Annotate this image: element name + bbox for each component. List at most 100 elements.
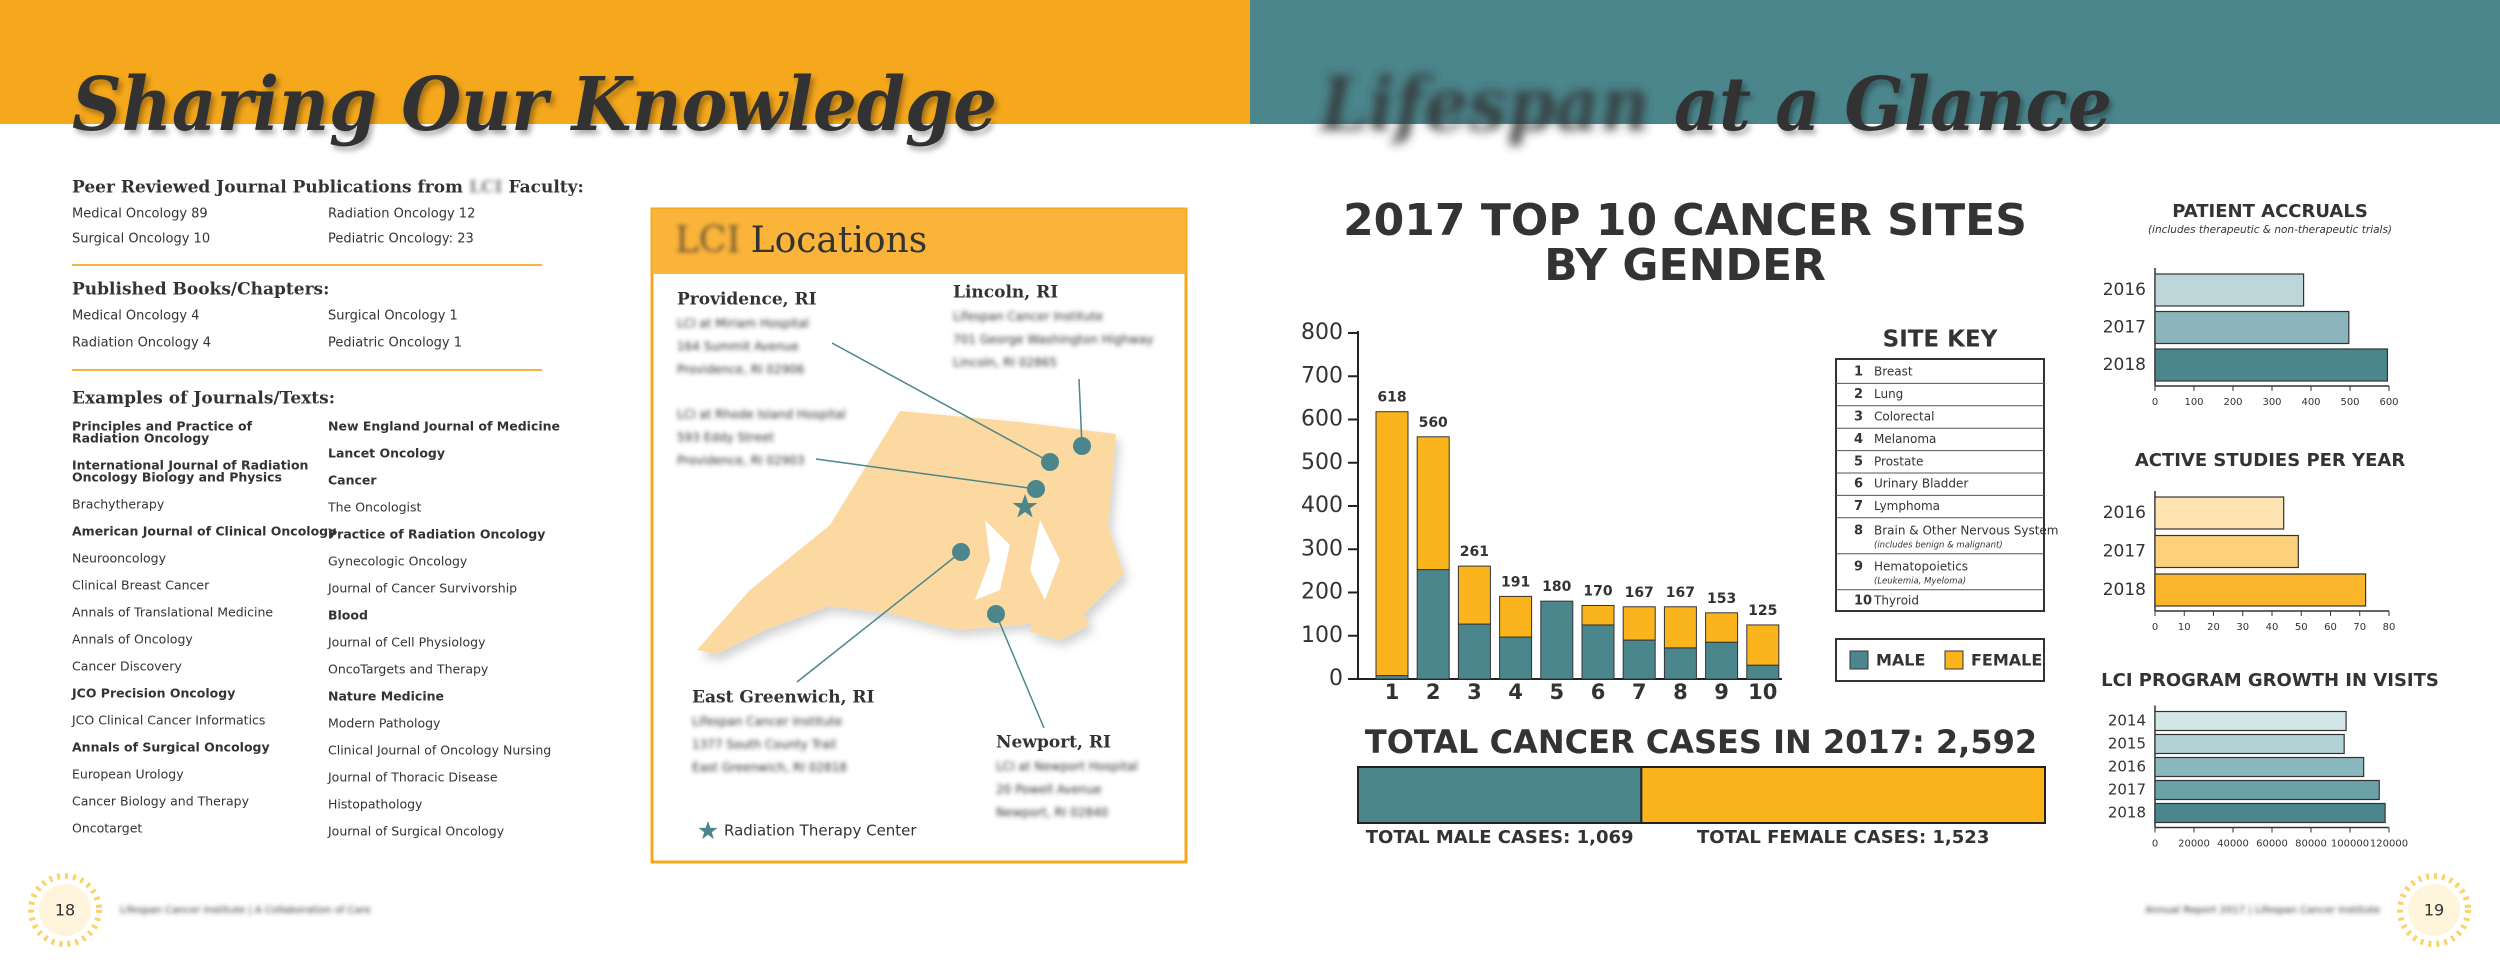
site-address: LCI at Miriam Hospital <box>677 317 809 331</box>
site-address: LCI at Newport Hospital <box>996 760 1138 774</box>
x-tick-label: 1 <box>1385 680 1400 704</box>
bar-total-label: 153 <box>1707 591 1736 607</box>
site-address: 593 Eddy Street <box>677 431 774 445</box>
x-tick-label: 200 <box>2223 397 2242 408</box>
bar <box>2154 733 2345 755</box>
y-tick-label: 0 <box>1329 666 1343 691</box>
legend-swatch <box>1944 650 1964 670</box>
count-item: Radiation Oncology 4 <box>72 336 211 351</box>
x-tick-label: 30 <box>2236 622 2249 633</box>
site-address: Lincoln, RI 02865 <box>953 356 1057 370</box>
site-address: East Greenwich, RI 02818 <box>692 761 847 775</box>
location-dot <box>1041 453 1059 471</box>
chart-title: ACTIVE STUDIES PER YEAR <box>2135 450 2406 471</box>
key-number: 8 <box>1854 523 1863 538</box>
x-tick-label: 120000 <box>2370 839 2408 850</box>
page-title: at a Glance <box>1674 62 2112 148</box>
site-name: Lincoln, RI <box>953 283 1058 303</box>
x-tick-label: 50 <box>2295 622 2308 633</box>
x-tick-label: 0 <box>2152 397 2158 408</box>
location-dot <box>1073 437 1091 455</box>
bar-label: TOTAL MALE CASES: 1,069 <box>1366 827 1634 848</box>
journal-title: Clinical Breast Cancer <box>72 578 210 593</box>
bar-total-label: 191 <box>1501 574 1530 590</box>
locations-title-blurred: LCI <box>675 220 741 261</box>
site-address: Providence, RI 02906 <box>677 363 805 377</box>
journal-title: Histopathology <box>328 797 423 812</box>
y-tick-label: 100 <box>1301 623 1343 648</box>
x-tick-label: 20 <box>2207 622 2220 633</box>
location-dot <box>1027 480 1045 498</box>
bar <box>2154 710 2347 732</box>
journal-title: European Urology <box>72 767 184 782</box>
journal-title: Practice of Radiation Oncology <box>328 527 545 542</box>
x-tick-label: 0 <box>2152 622 2158 633</box>
site-name: Newport, RI <box>996 733 1111 753</box>
journal-title: Journal of Cancer Survivorship <box>327 581 517 596</box>
chart-subtitle: (includes therapeutic & non-therapeutic … <box>2148 224 2392 236</box>
key-number: 9 <box>1854 559 1863 574</box>
bar-segment <box>1375 675 1409 680</box>
site-address: Providence, RI 02903 <box>677 454 805 468</box>
footer-text: Annual Report 2017 | Lifespan Cancer Ins… <box>2145 905 2380 916</box>
site-address: Lifespan Cancer Institute <box>692 715 842 729</box>
map-land <box>697 411 1124 654</box>
x-tick-label: 400 <box>2301 397 2320 408</box>
locations-title: Locations <box>751 220 928 261</box>
bar-segment <box>1663 647 1697 680</box>
chart-title: LCI PROGRAM GROWTH IN VISITS <box>2101 670 2439 691</box>
sun-disc <box>2408 884 2460 936</box>
key-name: Colorectal <box>1874 410 1934 424</box>
bar-segment <box>1416 569 1450 680</box>
x-tick-label: 100000 <box>2331 839 2369 850</box>
journal-title: Annals of Surgical Oncology <box>72 740 270 755</box>
bar-segment <box>1705 612 1739 643</box>
location-dot <box>987 605 1005 623</box>
key-number: 10 <box>1854 594 1872 609</box>
site-address: 164 Summit Avenue <box>677 340 799 354</box>
y-tick-label: 2016 <box>2103 280 2146 300</box>
y-tick-label: 2018 <box>2108 804 2146 822</box>
y-tick-label: 500 <box>1301 450 1343 475</box>
site-name: East Greenwich, RI <box>692 688 875 708</box>
site-name: Providence, RI <box>677 290 817 310</box>
leader-line <box>796 551 962 683</box>
site-address: 701 George Washington Highway <box>953 333 1153 347</box>
site-address: Lifespan Cancer Institute <box>953 310 1103 324</box>
y-tick-label: 2016 <box>2103 503 2146 523</box>
journal-title: Cancer Biology and Therapy <box>72 794 250 809</box>
key-name: Melanoma <box>1874 432 1936 446</box>
journal-title: Principles and Practice of <box>72 419 253 434</box>
legend-label: MALE <box>1876 651 1925 670</box>
journal-title: New England Journal of Medicine <box>328 419 560 434</box>
chart-title: PATIENT ACCRUALS <box>2172 201 2368 222</box>
x-tick-label: 9 <box>1714 680 1729 704</box>
journal-title: Gynecologic Oncology <box>328 554 468 569</box>
map-water <box>975 520 1010 600</box>
journal-title: Journal of Cell Physiology <box>327 635 486 650</box>
journal-title: JCO Clinical Cancer Informatics <box>71 713 265 728</box>
bar-label: TOTAL FEMALE CASES: 1,523 <box>1697 827 1989 848</box>
bar-segment <box>1581 624 1615 680</box>
bar-total-label: 180 <box>1542 579 1571 595</box>
bar-segment <box>1357 766 1643 824</box>
bar <box>2154 779 2380 801</box>
x-tick-label: 3 <box>1467 680 1482 704</box>
x-tick-label: 6 <box>1591 680 1606 704</box>
section-heading: Faculty: <box>508 178 583 198</box>
bar <box>2154 348 2389 382</box>
sun-disc <box>39 884 91 936</box>
bar-segment <box>1540 600 1574 680</box>
key-name: Hematopoietics <box>1874 559 1968 573</box>
bar-segment <box>1457 565 1491 625</box>
y-tick-label: 800 <box>1301 320 1343 345</box>
bar-segment <box>1375 411 1409 677</box>
bar-total-label: 261 <box>1460 544 1489 560</box>
chart-title: BY GENDER <box>1544 240 1826 291</box>
y-tick-label: 600 <box>1301 407 1343 432</box>
x-tick-label: 80000 <box>2295 839 2327 850</box>
location-dot <box>952 543 970 561</box>
site-address: LCI at Rhode Island Hospital <box>677 408 846 422</box>
bar <box>2154 310 2350 345</box>
y-tick-label: 2018 <box>2103 355 2146 375</box>
